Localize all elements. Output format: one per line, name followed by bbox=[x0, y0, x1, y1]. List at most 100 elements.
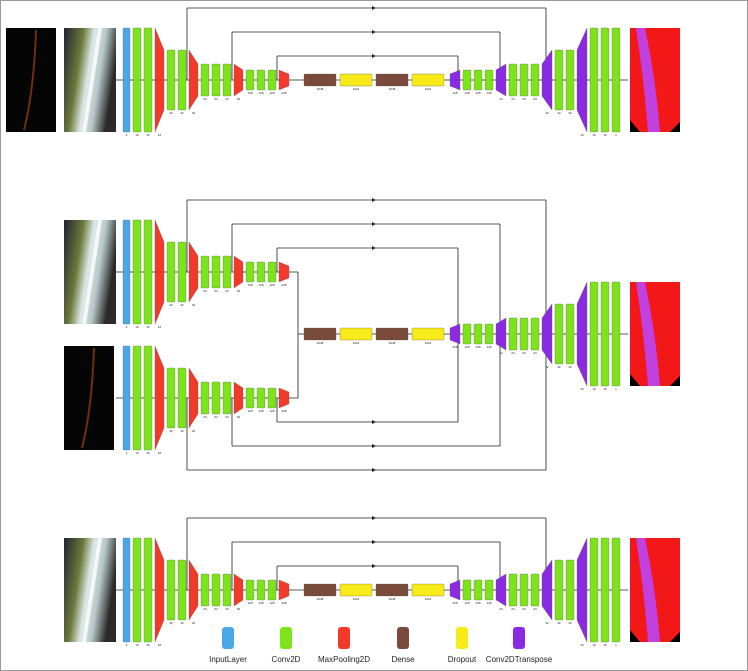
layer-label: 128 bbox=[269, 283, 274, 287]
layer-block bbox=[484, 579, 494, 601]
layer-block bbox=[495, 317, 507, 351]
layer-label: 32 bbox=[568, 365, 572, 369]
layer-label: 32 bbox=[192, 429, 196, 433]
layer-label: 64 bbox=[214, 289, 218, 293]
layer-block bbox=[554, 303, 564, 365]
layer-label: 64 bbox=[499, 607, 503, 611]
layer-block bbox=[211, 63, 221, 97]
layer-block bbox=[132, 537, 142, 643]
legend-swatch bbox=[397, 627, 409, 649]
layer-block bbox=[600, 537, 610, 643]
layer-label: 16 bbox=[135, 451, 139, 455]
layer-label: 32 bbox=[557, 365, 561, 369]
layer-label: 128 bbox=[269, 409, 274, 413]
layer-label: 16 bbox=[580, 643, 584, 647]
arrow bbox=[372, 30, 376, 34]
layer-label: 1 bbox=[615, 387, 617, 391]
layer-label: 128 bbox=[452, 91, 457, 95]
layer-block bbox=[600, 27, 610, 133]
layer-label: 32 bbox=[192, 111, 196, 115]
legend-swatch bbox=[338, 627, 350, 649]
layer-block bbox=[132, 27, 142, 133]
layer-label: 64 bbox=[511, 351, 515, 355]
layer-block bbox=[211, 573, 221, 607]
layer-label: 128 bbox=[269, 601, 274, 605]
layer-block bbox=[245, 579, 255, 601]
layer-block bbox=[233, 63, 244, 97]
layer-block bbox=[154, 345, 165, 451]
layer-block bbox=[200, 381, 210, 415]
layer-label: 64 bbox=[237, 607, 241, 611]
layer-label: 1024 bbox=[353, 341, 360, 345]
layer-block bbox=[188, 49, 199, 111]
layer-block bbox=[222, 381, 232, 415]
layer-block bbox=[508, 573, 518, 607]
layer-label: 64 bbox=[203, 607, 207, 611]
layer-block bbox=[122, 537, 131, 643]
input-image-lane bbox=[82, 219, 102, 325]
layer-block bbox=[554, 559, 564, 621]
layer-block bbox=[541, 49, 553, 111]
layer-block bbox=[200, 255, 210, 289]
layer-block bbox=[462, 579, 472, 601]
layer-block bbox=[600, 281, 610, 387]
layer-label: 64 bbox=[237, 97, 241, 101]
layer-block bbox=[541, 303, 553, 365]
layer-block bbox=[143, 345, 153, 451]
layer-block bbox=[589, 281, 599, 387]
layer-label: 128 bbox=[258, 283, 263, 287]
layer-label: 64 bbox=[203, 289, 207, 293]
layer-block bbox=[188, 367, 199, 429]
layer-block bbox=[303, 73, 337, 87]
layer-block bbox=[495, 573, 507, 607]
layer-label: 32 bbox=[557, 111, 561, 115]
layer-label: 16 bbox=[603, 133, 607, 137]
layer-block bbox=[267, 387, 277, 409]
layer-block bbox=[122, 27, 131, 133]
layer-label: 128 bbox=[247, 409, 252, 413]
layer-label: 1024 bbox=[425, 341, 432, 345]
layer-label: 128 bbox=[486, 601, 491, 605]
layer-label: 128 bbox=[464, 345, 469, 349]
arrow bbox=[372, 246, 376, 250]
layer-label: 1024 bbox=[425, 87, 432, 91]
layer-block bbox=[143, 537, 153, 643]
legend-label: Dropout bbox=[448, 655, 477, 664]
input-image bbox=[64, 346, 114, 450]
layer-label: 1024 bbox=[425, 597, 432, 601]
layer-block bbox=[211, 255, 221, 289]
layer-block bbox=[278, 69, 290, 91]
layer-block bbox=[519, 63, 529, 97]
layer-block bbox=[233, 255, 244, 289]
layer-block bbox=[303, 327, 337, 341]
layer-label: 16 bbox=[603, 387, 607, 391]
layer-label: 2048 bbox=[389, 87, 396, 91]
layer-label: 64 bbox=[499, 97, 503, 101]
layer-label: 2048 bbox=[317, 341, 324, 345]
arrow bbox=[372, 468, 376, 472]
layer-block bbox=[484, 323, 494, 345]
layer-label: 128 bbox=[247, 283, 252, 287]
layer-label: 128 bbox=[258, 409, 263, 413]
layer-block bbox=[473, 69, 483, 91]
legend-label: Conv2D bbox=[272, 655, 301, 664]
layer-block bbox=[484, 69, 494, 91]
layer-label: 128 bbox=[281, 601, 286, 605]
layer-block bbox=[177, 49, 187, 111]
layer-label: 32 bbox=[192, 621, 196, 625]
layer-block bbox=[339, 73, 373, 87]
layer-block bbox=[200, 63, 210, 97]
layer-block bbox=[576, 281, 588, 387]
input-image bbox=[6, 28, 56, 132]
layer-label: 16 bbox=[158, 133, 162, 137]
layer-block bbox=[267, 69, 277, 91]
layer-block bbox=[143, 27, 153, 133]
layer-label: 128 bbox=[281, 91, 286, 95]
layer-label: 2048 bbox=[389, 597, 396, 601]
layer-label: 32 bbox=[180, 621, 184, 625]
layer-block bbox=[245, 387, 255, 409]
layer-block bbox=[411, 73, 445, 87]
layer-label: 64 bbox=[533, 97, 537, 101]
layer-label: 1 bbox=[126, 451, 128, 455]
